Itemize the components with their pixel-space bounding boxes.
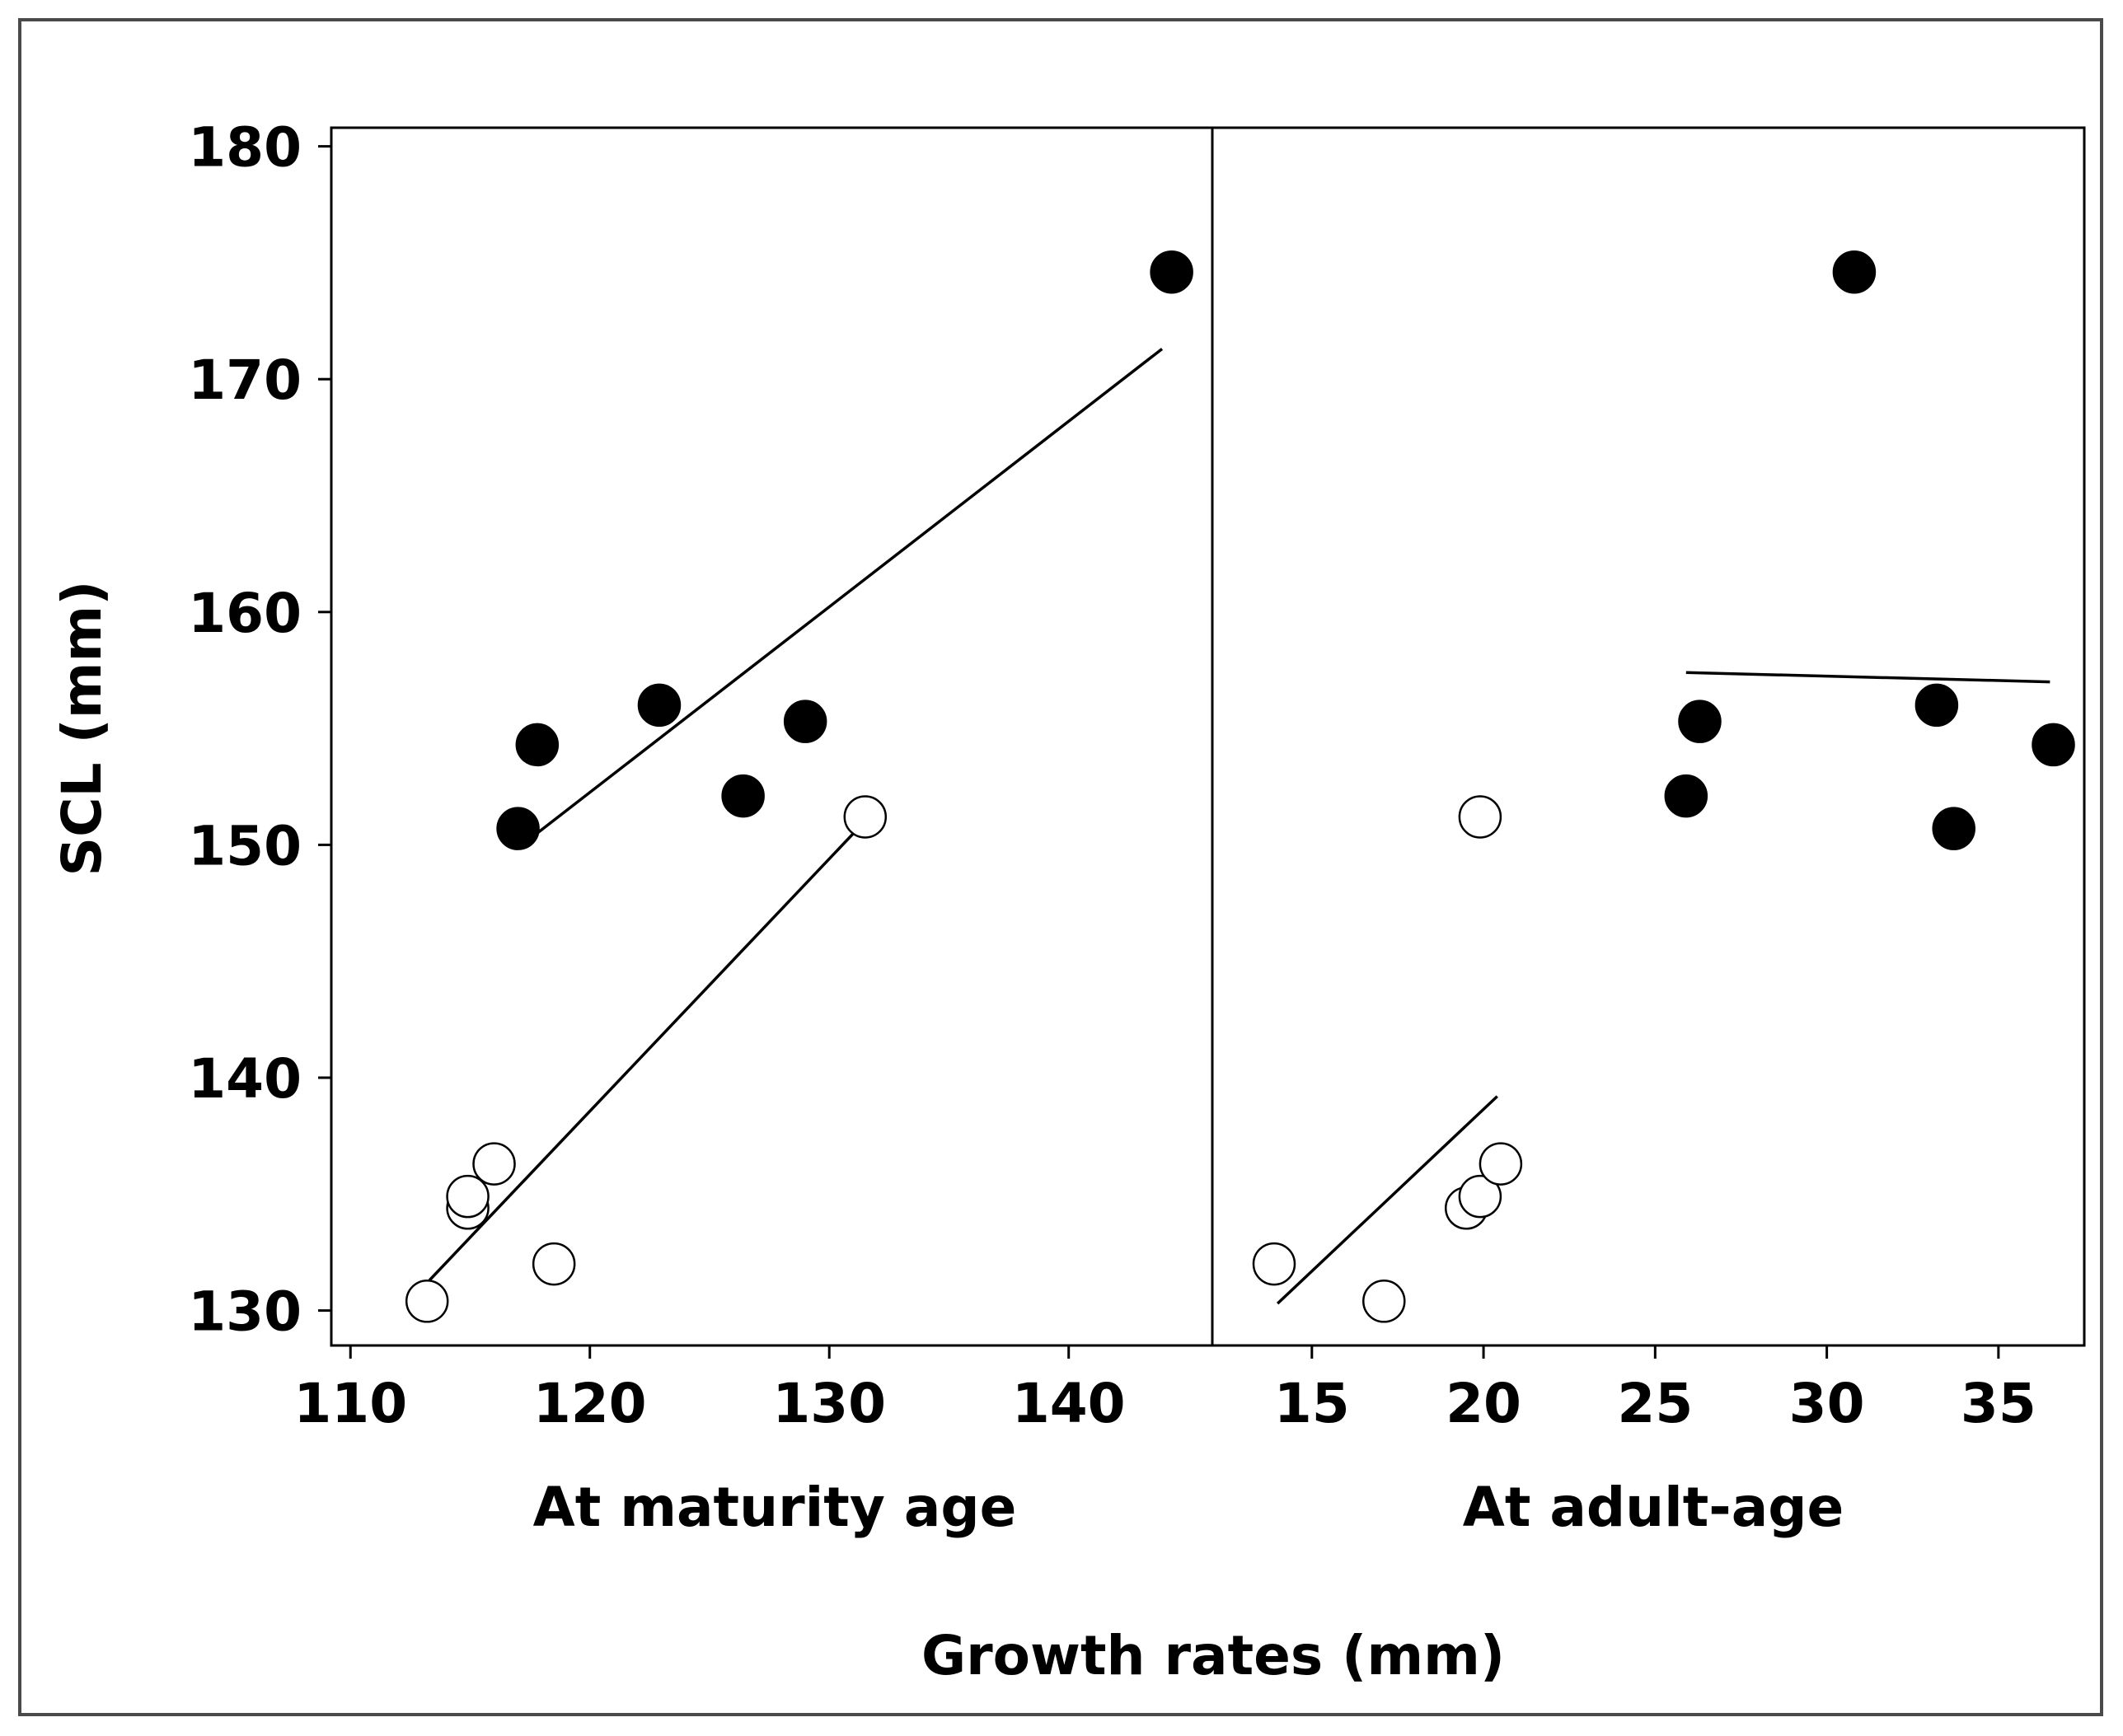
x-tick-label: 35 (1961, 1372, 2036, 1435)
data-point-open (1252, 1242, 1296, 1286)
data-point-filled (1678, 700, 1722, 743)
y-tick-label: 160 (188, 582, 302, 645)
data-point-open (1362, 1280, 1406, 1323)
data-point-filled (637, 683, 682, 728)
data-point-filled (783, 700, 827, 743)
data-point-open (1479, 1142, 1523, 1186)
y-tick-label: 150 (188, 814, 302, 877)
point-layer (405, 250, 2075, 1323)
data-point-filled (721, 774, 765, 818)
data-point-filled (1932, 807, 1975, 850)
data-point-filled (1150, 250, 1193, 294)
data-point-open (843, 795, 888, 839)
data-point-filled (1832, 250, 1877, 294)
data-point-open (446, 1174, 490, 1219)
fit-line-filled (536, 348, 1164, 835)
data-point-filled (2032, 723, 2075, 767)
x-tick-label: 25 (1617, 1372, 1693, 1435)
x-tick-label: 30 (1789, 1372, 1865, 1435)
y-tick-label: 130 (188, 1280, 302, 1344)
y-tick-label: 170 (188, 349, 302, 412)
x-tick-label: 140 (1012, 1372, 1126, 1435)
data-point-filled (1914, 683, 1959, 728)
x-tick-label: 20 (1446, 1372, 1521, 1435)
data-point-filled (1664, 774, 1708, 818)
x-tick-label: 130 (772, 1372, 886, 1435)
fit-line-filled (1685, 671, 2050, 684)
chart-frame-layer (318, 126, 2086, 1359)
x-tick-label: 120 (533, 1372, 647, 1435)
y-axis-title: SCL (mm) (50, 581, 114, 877)
x-tick-label: 110 (293, 1372, 407, 1435)
data-point-filled (496, 807, 540, 850)
plot-frame (330, 126, 2086, 1347)
data-point-open (472, 1142, 516, 1186)
data-point-open (1458, 795, 1502, 839)
label-layer: SCL (mm) Growth rates (mm) At maturity a… (50, 116, 2036, 1687)
y-tick-label: 140 (188, 1047, 302, 1111)
fit-line-layer (428, 348, 2050, 1305)
x-axis-title: Growth rates (mm) (921, 1624, 1505, 1687)
fit-line-open (428, 827, 860, 1282)
figure-frame (18, 18, 2103, 1716)
x-tick-label: 15 (1274, 1372, 1350, 1435)
data-point-open (1458, 1174, 1502, 1219)
data-point-open (532, 1242, 576, 1286)
data-point-open (405, 1280, 449, 1323)
panel-label-adult: At adult-age (1463, 1476, 1844, 1539)
fit-line-open (1276, 1095, 1498, 1305)
panel-label-maturity: At maturity age (533, 1476, 1017, 1539)
y-tick-label: 180 (188, 116, 302, 180)
data-point-filled (515, 723, 560, 767)
